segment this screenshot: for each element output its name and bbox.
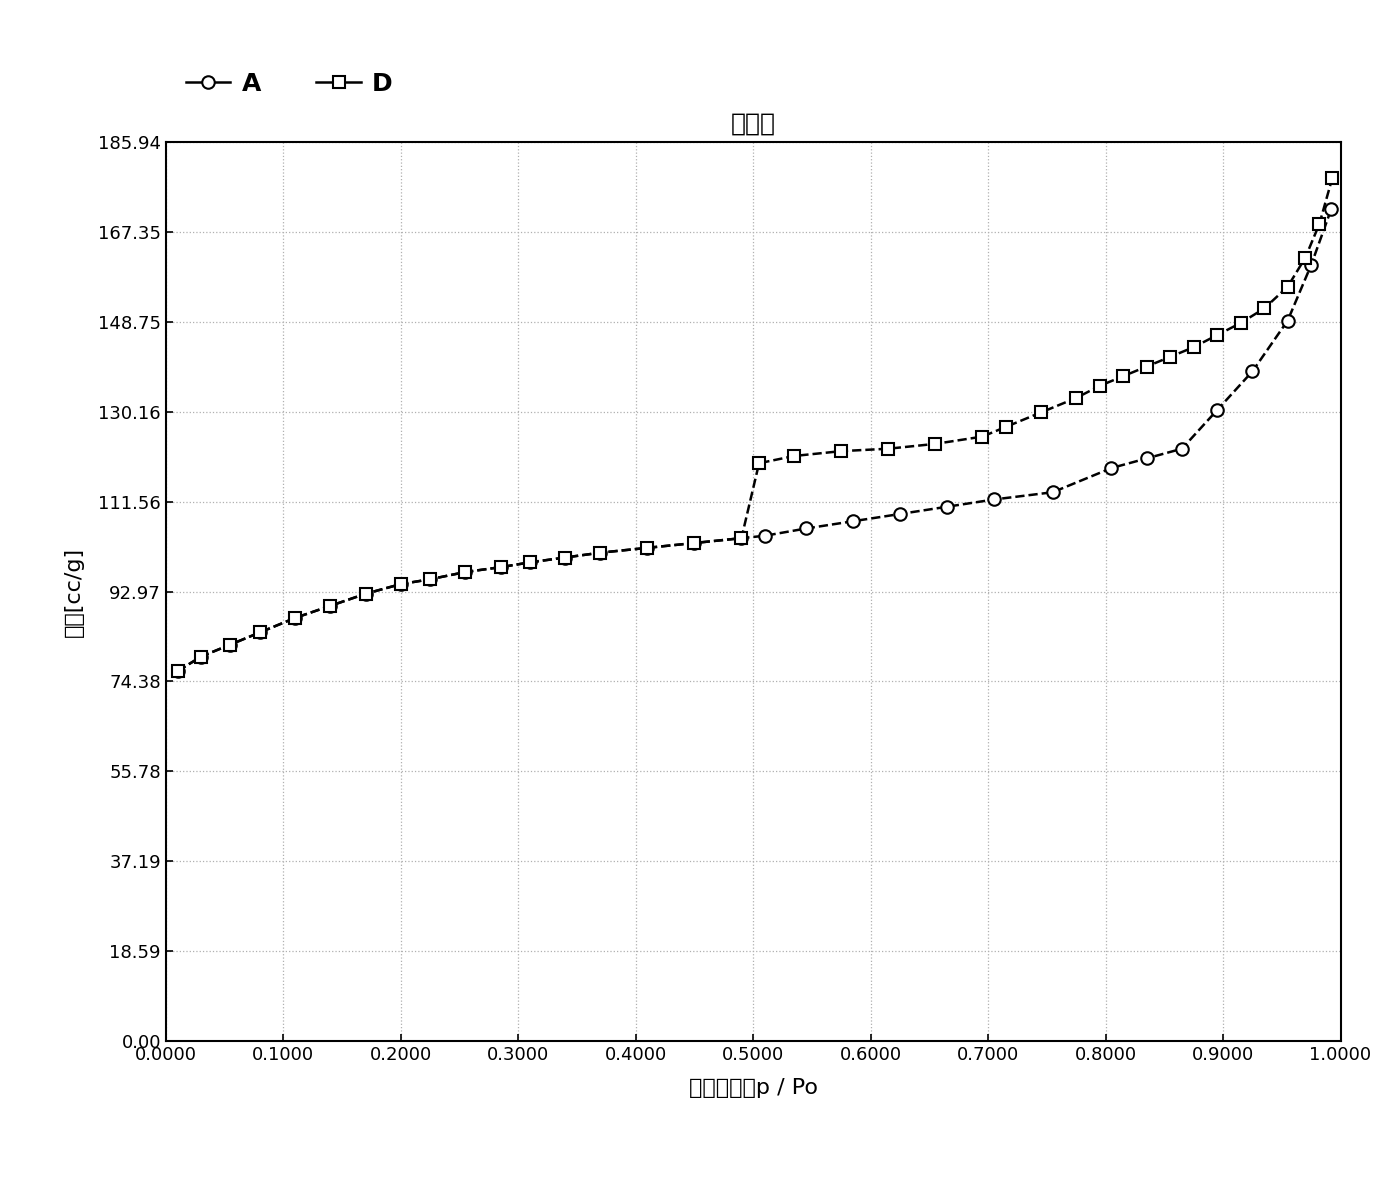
A (392, 577, 409, 592)
A (169, 664, 185, 678)
D (557, 550, 574, 564)
A (1280, 313, 1296, 328)
A (685, 536, 702, 550)
D (1068, 390, 1085, 405)
D (638, 541, 655, 555)
Title: 等温线: 等温线 (731, 112, 775, 136)
A (492, 560, 509, 574)
D (1162, 350, 1179, 364)
D (591, 545, 608, 560)
Line: A: A (171, 203, 1338, 678)
A (223, 638, 239, 652)
A (457, 565, 474, 580)
D (252, 626, 268, 640)
A (638, 541, 655, 555)
A (287, 610, 304, 625)
D (1280, 279, 1296, 293)
A (1103, 461, 1119, 476)
Y-axis label: 体积[cc/g]: 体积[cc/g] (64, 547, 84, 636)
D (998, 420, 1014, 434)
D (1209, 328, 1226, 342)
A (1323, 202, 1339, 216)
A (1139, 451, 1155, 465)
A (985, 492, 1002, 506)
A (1244, 364, 1260, 379)
A (732, 531, 749, 545)
D (422, 573, 438, 587)
D (1092, 379, 1108, 393)
D (457, 565, 474, 580)
A (192, 649, 210, 664)
Line: D: D (171, 172, 1339, 678)
A (557, 550, 574, 564)
A (844, 515, 861, 529)
D (685, 536, 702, 550)
A (1173, 441, 1190, 455)
D (1312, 216, 1328, 231)
D (750, 457, 767, 471)
D (1186, 340, 1202, 354)
D (1324, 170, 1341, 185)
D (974, 429, 991, 444)
D (927, 437, 944, 451)
D (223, 638, 239, 652)
A (591, 545, 608, 560)
D (169, 664, 185, 678)
D (287, 610, 304, 625)
D (833, 444, 850, 458)
D (880, 441, 897, 455)
A (1045, 485, 1061, 499)
A (1303, 258, 1320, 272)
A (322, 599, 339, 613)
D (322, 599, 339, 613)
D (1139, 360, 1155, 374)
A (1209, 403, 1226, 418)
D (1296, 251, 1313, 265)
D (786, 448, 803, 463)
D (1256, 302, 1273, 316)
A (252, 626, 268, 640)
D (392, 577, 409, 592)
A (357, 587, 373, 601)
A (797, 522, 814, 536)
A (422, 573, 438, 587)
D (492, 560, 509, 574)
D (1115, 369, 1132, 383)
D (1032, 406, 1049, 420)
D (522, 555, 539, 569)
D (732, 531, 749, 545)
D (192, 649, 210, 664)
X-axis label: 相对压力，p / Po: 相对压力，p / Po (688, 1078, 818, 1098)
Legend: A, D: A, D (177, 63, 401, 105)
A (938, 499, 955, 513)
A (522, 555, 539, 569)
A (757, 529, 774, 543)
D (357, 587, 373, 601)
A (891, 506, 908, 521)
D (1233, 316, 1249, 330)
